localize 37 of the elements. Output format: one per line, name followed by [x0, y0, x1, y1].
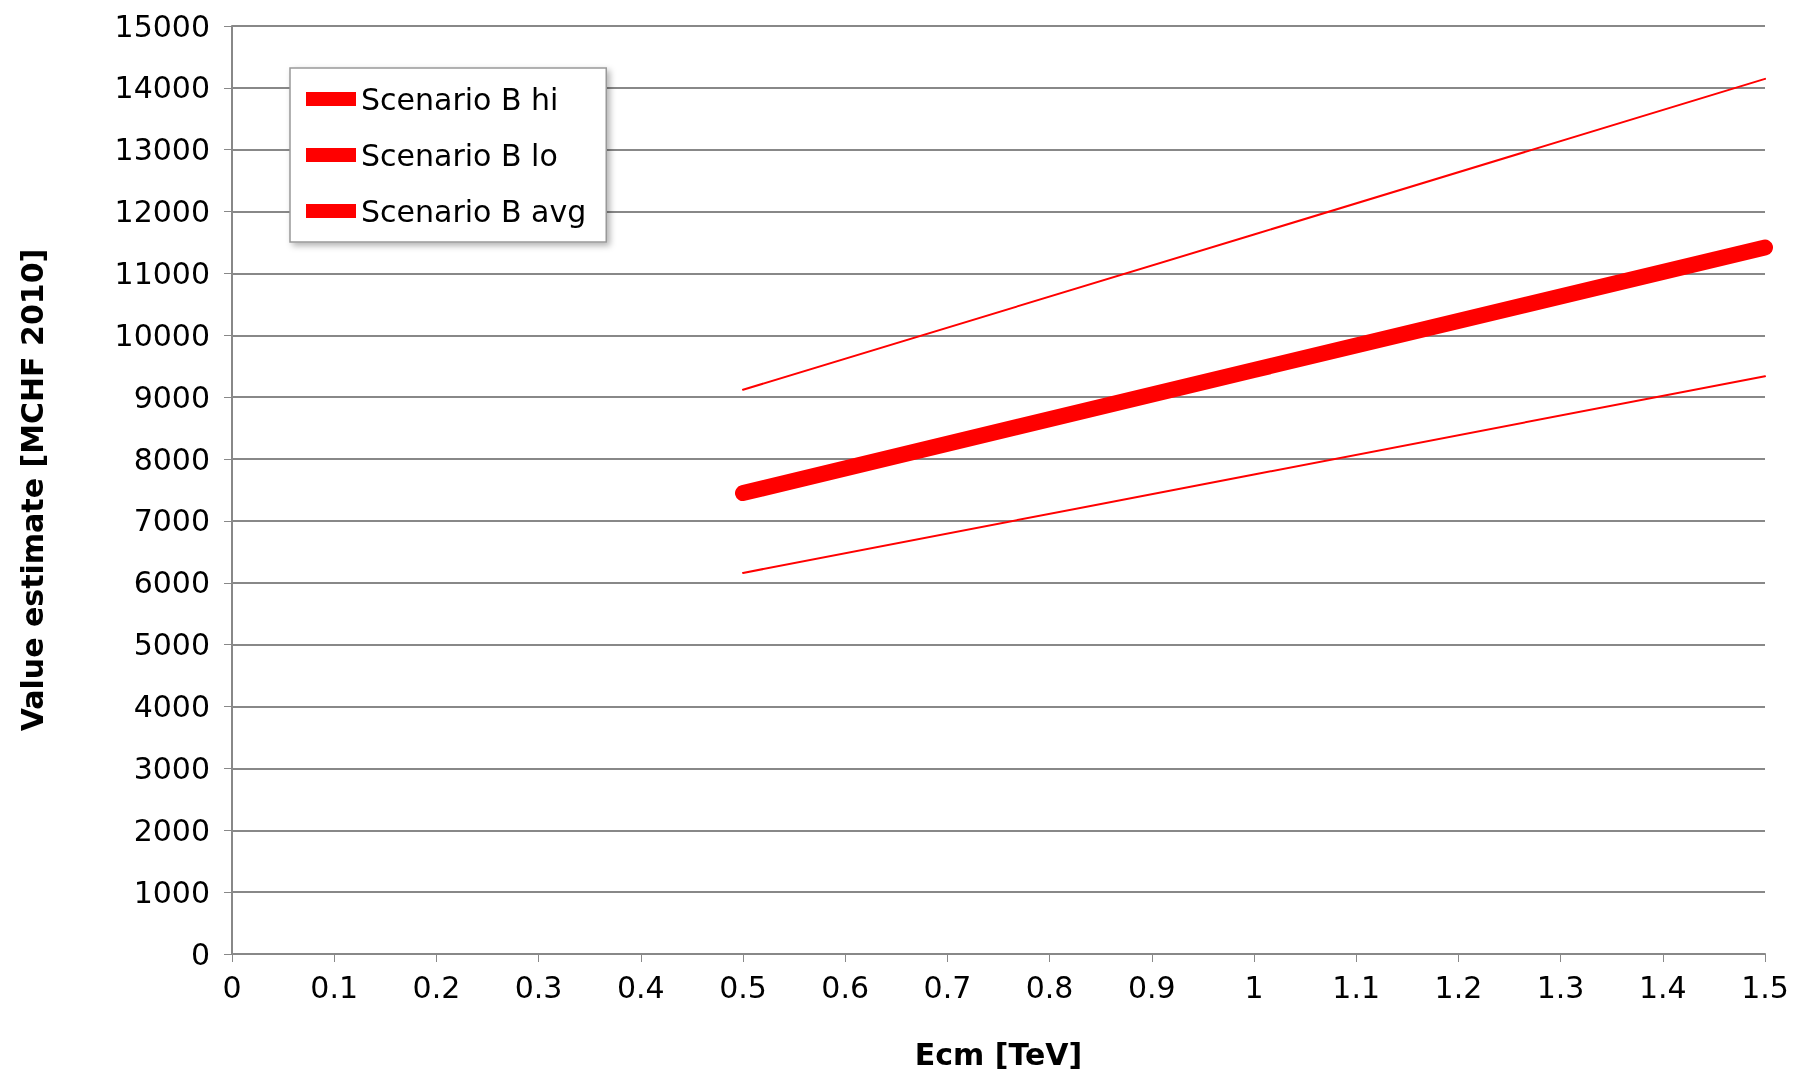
y-axis-title: Value estimate [MCHF 2010] — [14, 248, 50, 732]
y-tick-label: 7000 — [133, 503, 210, 539]
y-tick-label: 5000 — [133, 627, 210, 663]
y-tick-label: 6000 — [133, 565, 210, 601]
x-tick-label: 1.1 — [1332, 969, 1381, 1005]
x-tick-label: 0 — [222, 969, 242, 1005]
y-tick-label: 13000 — [114, 132, 210, 168]
x-tick-label: 1.4 — [1638, 969, 1687, 1005]
y-tick-label: 10000 — [114, 317, 210, 353]
y-tick-label: 3000 — [133, 750, 210, 786]
x-tick-label: 0.9 — [1127, 969, 1176, 1005]
x-tick-label: 0.5 — [719, 969, 767, 1005]
legend-label: Scenario B hi — [361, 81, 559, 117]
x-tick-label: 0.1 — [310, 969, 359, 1005]
x-tick-label: 0.4 — [616, 969, 665, 1005]
x-tick-label: 1.2 — [1434, 969, 1483, 1005]
y-tick-label: 4000 — [133, 689, 210, 725]
legend-label: Scenario B avg — [361, 193, 587, 229]
y-tick-label: 1000 — [133, 874, 210, 910]
y-tick-label: 14000 — [114, 70, 210, 106]
x-tick-label: 0.8 — [1025, 969, 1074, 1005]
y-tick-label: 12000 — [114, 194, 210, 230]
y-tick-label: 15000 — [114, 8, 210, 44]
y-tick-label: 8000 — [133, 441, 210, 477]
x-tick-label: 1 — [1244, 969, 1264, 1005]
x-tick-label: 1.5 — [1741, 969, 1789, 1005]
x-tick-label: 0.7 — [923, 969, 972, 1005]
y-tick-label: 0 — [190, 936, 210, 972]
legend-label: Scenario B lo — [361, 137, 558, 173]
y-tick-label: 2000 — [133, 812, 210, 848]
x-axis-title: Ecm [TeV] — [914, 1036, 1083, 1072]
x-tick-label: 1.3 — [1536, 969, 1585, 1005]
x-tick-label: 0.3 — [514, 969, 563, 1005]
x-tick-label: 0.2 — [412, 969, 461, 1005]
y-tick-label: 9000 — [133, 379, 210, 415]
y-tick-label: 11000 — [114, 255, 210, 291]
x-tick-label: 0.6 — [821, 969, 870, 1005]
